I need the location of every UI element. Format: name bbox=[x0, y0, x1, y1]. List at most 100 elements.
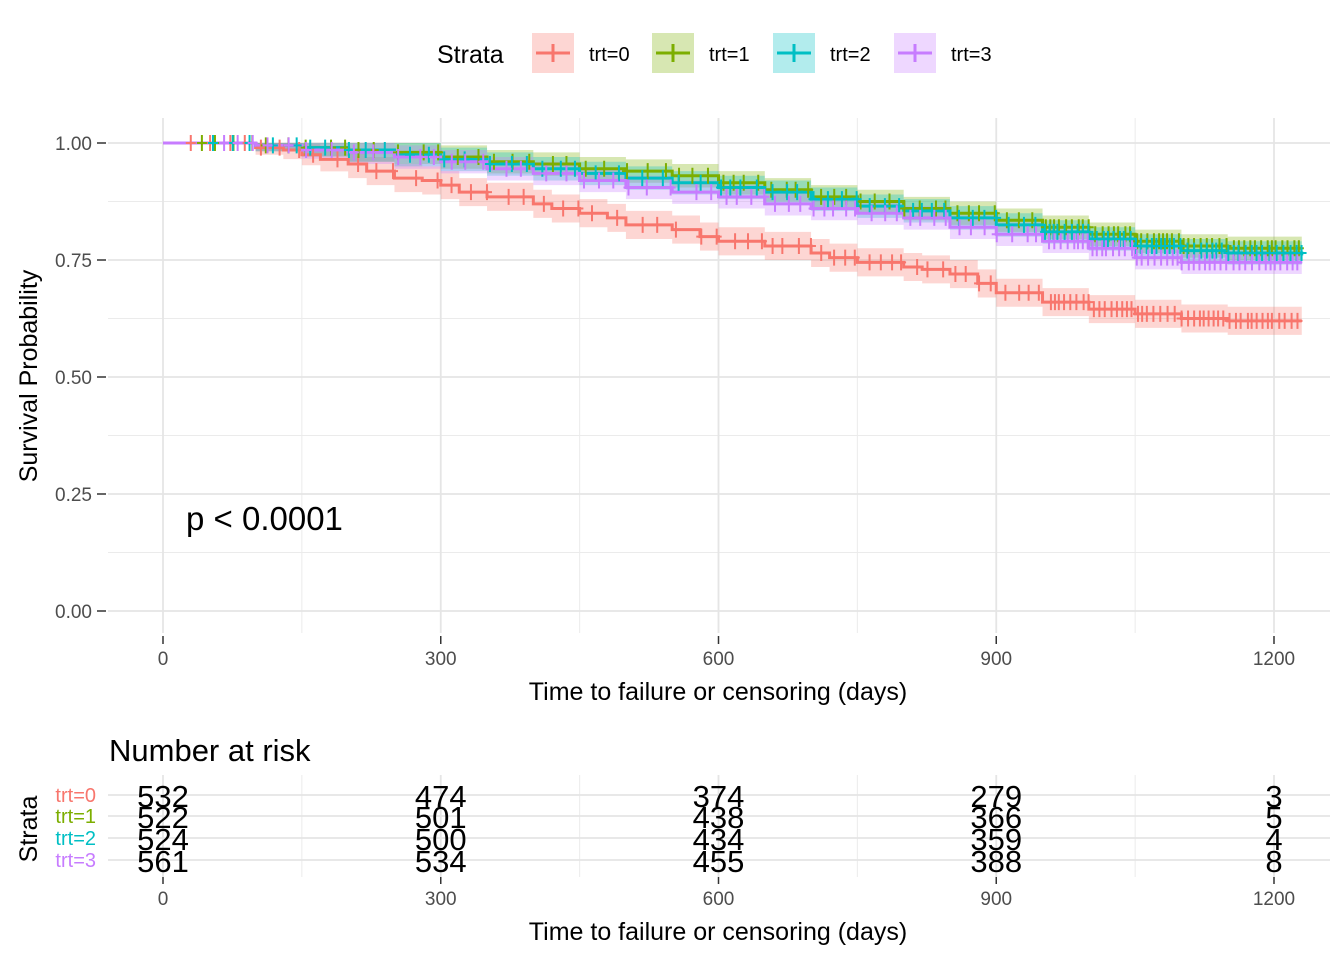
censor-mark bbox=[641, 179, 652, 196]
censor-mark bbox=[938, 261, 949, 278]
censor-mark bbox=[922, 261, 933, 278]
censor-mark bbox=[735, 179, 746, 196]
censor-mark bbox=[891, 205, 902, 222]
censor-mark bbox=[730, 233, 741, 250]
risk-value: 4 bbox=[1265, 822, 1282, 857]
censor-mark bbox=[622, 163, 633, 180]
censor-mark bbox=[613, 165, 624, 182]
confidence-bands bbox=[163, 143, 1302, 335]
censor-mark bbox=[1033, 284, 1044, 301]
censor-mark bbox=[782, 184, 793, 201]
risk-value: 532 bbox=[137, 779, 189, 814]
censor-mark bbox=[905, 209, 916, 226]
censor-mark bbox=[894, 198, 905, 215]
censor-mark bbox=[1031, 226, 1042, 243]
censor-mark bbox=[795, 195, 806, 212]
censor-mark bbox=[759, 188, 770, 205]
risk-value: 474 bbox=[415, 779, 467, 814]
censor-mark bbox=[805, 237, 816, 254]
censor-mark bbox=[657, 170, 668, 187]
censor-mark bbox=[637, 216, 648, 233]
y-tick-label-0: 0.00 bbox=[55, 602, 92, 623]
risk-value: 522 bbox=[137, 800, 189, 835]
censor-mark bbox=[1175, 237, 1186, 254]
censor-mark bbox=[1296, 244, 1307, 261]
censor-mark bbox=[819, 200, 830, 217]
x-tick-label-1: 300 bbox=[425, 649, 457, 670]
ci-band-trt=0 bbox=[163, 143, 1302, 335]
x-axis-ticks: 0 300 600 900 1200 bbox=[158, 636, 1295, 670]
censor-mark bbox=[742, 233, 753, 250]
censor-marks-trt=0 bbox=[185, 135, 1303, 329]
legend-label-trt=0: trt=0 bbox=[589, 44, 630, 66]
censor-mark bbox=[515, 160, 526, 177]
censor-mark bbox=[1292, 312, 1303, 329]
censor-mark bbox=[343, 142, 354, 159]
censor-mark bbox=[460, 153, 471, 170]
censor-mark bbox=[915, 209, 926, 226]
censor-mark bbox=[954, 219, 965, 236]
censor-mark bbox=[711, 228, 722, 245]
censor-mark bbox=[851, 191, 862, 208]
y-axis-title: Survival Probability bbox=[15, 269, 43, 482]
censor-mark bbox=[746, 188, 757, 205]
censor-mark bbox=[207, 135, 218, 151]
censor-mark bbox=[1125, 230, 1136, 247]
censor-mark bbox=[432, 172, 443, 189]
censor-mark bbox=[478, 153, 489, 170]
censor-mark bbox=[706, 184, 717, 201]
censor-mark bbox=[731, 188, 742, 205]
legend-glyph-trt=2 bbox=[777, 44, 811, 62]
x-tick-label-4: 1200 bbox=[1253, 649, 1295, 670]
censor-mark bbox=[320, 139, 331, 156]
risk-value: 374 bbox=[693, 779, 745, 814]
censor-mark bbox=[939, 202, 950, 219]
risk-strata-label-trt=2: trt=2 bbox=[55, 828, 96, 850]
censor-mark bbox=[866, 205, 877, 222]
censor-mark bbox=[561, 165, 572, 182]
risk-value: 438 bbox=[693, 800, 745, 835]
censor-mark bbox=[332, 151, 343, 168]
censor-mark bbox=[965, 219, 976, 236]
censor-mark bbox=[371, 163, 382, 180]
censor-mark bbox=[950, 266, 961, 283]
x-axis-title: Time to failure or censoring (days) bbox=[529, 678, 907, 706]
censor-mark bbox=[767, 237, 778, 254]
censor-mark bbox=[185, 135, 196, 151]
censor-mark bbox=[642, 163, 653, 180]
censor-mark bbox=[593, 172, 604, 189]
censor-mark bbox=[379, 142, 390, 159]
risk-value: 279 bbox=[970, 779, 1022, 814]
censor-mark bbox=[725, 179, 736, 196]
censor-mark bbox=[1013, 212, 1024, 229]
censor-mark bbox=[916, 202, 927, 219]
legend-key-trt=1: trt=1 bbox=[652, 33, 750, 73]
risk-value: 366 bbox=[970, 800, 1022, 835]
censor-mark bbox=[501, 160, 512, 177]
risk-value: 500 bbox=[415, 822, 467, 857]
censor-mark bbox=[283, 137, 294, 154]
risk-value: 561 bbox=[137, 844, 189, 879]
censor-mark bbox=[673, 174, 684, 191]
risk-value: 534 bbox=[415, 844, 467, 879]
risk-y-axis-title: Strata bbox=[15, 796, 43, 863]
censor-mark bbox=[836, 191, 847, 208]
censor-mark bbox=[974, 275, 985, 292]
censor-mark bbox=[777, 237, 788, 254]
censor-mark bbox=[716, 179, 727, 196]
y-tick-label-1: 0.25 bbox=[55, 485, 92, 506]
censor-mark bbox=[538, 195, 549, 212]
risk-strata-label-trt=3: trt=3 bbox=[55, 850, 96, 872]
censor-mark bbox=[940, 209, 951, 226]
risk-value: 501 bbox=[415, 800, 467, 835]
censor-mark bbox=[518, 188, 529, 205]
censor-mark bbox=[985, 275, 996, 292]
censor-mark bbox=[991, 226, 1002, 243]
y-tick-label-3: 0.75 bbox=[55, 251, 92, 272]
grid-lines bbox=[108, 118, 1330, 633]
risk-x-axis-title: Time to failure or censoring (days) bbox=[529, 918, 907, 946]
